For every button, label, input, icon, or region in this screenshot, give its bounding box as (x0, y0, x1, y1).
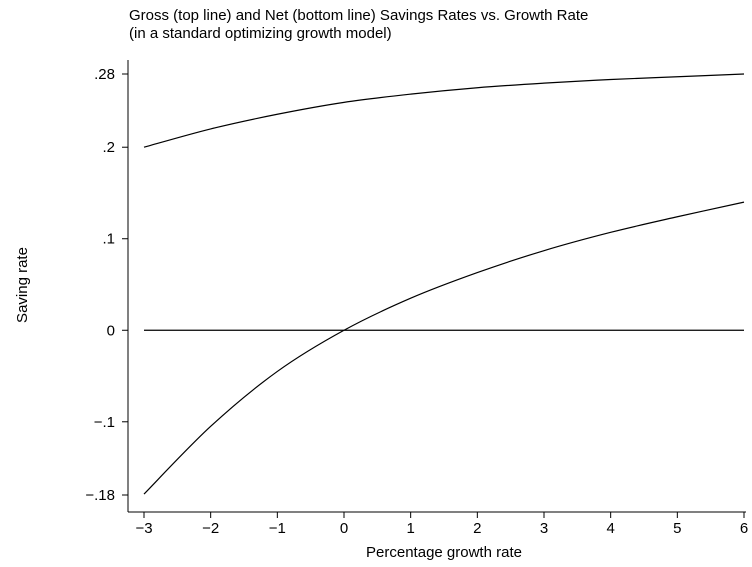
x-tick-label: −3 (135, 520, 152, 537)
y-tick-label: −.18 (85, 487, 115, 504)
x-tick-label: 3 (540, 520, 548, 537)
y-axis-label: Saving rate (14, 247, 31, 323)
x-tick-label: 2 (473, 520, 481, 537)
net-savings-line (143, 201, 745, 495)
x-tick-label: 6 (740, 520, 748, 537)
x-tick-label: 0 (340, 520, 348, 537)
x-axis-ticks: −3 −2 −1 0 1 2 3 4 5 6 (135, 512, 748, 537)
series-lines (143, 73, 745, 495)
y-tick-label: −.1 (94, 414, 115, 431)
x-tick-label: 1 (406, 520, 414, 537)
y-tick-label: 0 (107, 322, 115, 339)
gross-savings-line (143, 73, 745, 148)
chart-subtitle: (in a standard optimizing growth model) (129, 25, 392, 42)
x-tick-label: −2 (202, 520, 219, 537)
x-tick-label: 5 (673, 520, 681, 537)
x-axis-label: Percentage growth rate (366, 544, 522, 561)
y-tick-label: .1 (102, 231, 115, 248)
x-tick-label: 4 (606, 520, 614, 537)
y-axis-ticks: −.18 −.1 0 .1 .2 .28 (85, 66, 128, 504)
y-tick-label: .28 (94, 66, 115, 83)
x-tick-label: −1 (269, 520, 286, 537)
chart-title: Gross (top line) and Net (bottom line) S… (129, 7, 588, 24)
y-tick-label: .2 (102, 139, 115, 156)
